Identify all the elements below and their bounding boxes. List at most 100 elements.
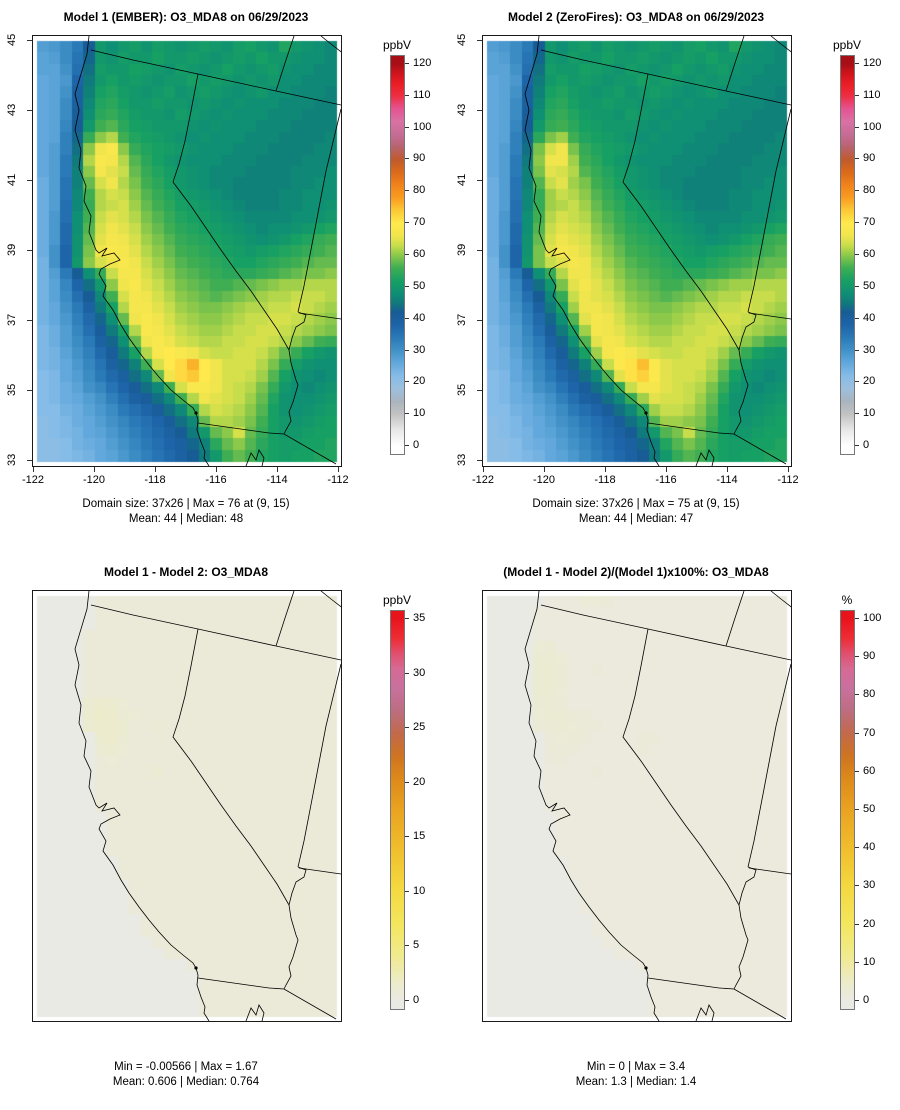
stats-line-2: Mean: 1.3 | Median: 1.4: [575, 1076, 697, 1088]
colorbar-tick-mark: [405, 445, 409, 447]
colorbar-tick-mark: [855, 1000, 859, 1002]
colorbar-tick-mark: [405, 349, 409, 351]
map-plot-area: [482, 590, 792, 1022]
colorbar-tick-mark: [855, 285, 859, 287]
y-axis-tick-mark: [27, 40, 32, 41]
colorbar-tick-label: 0: [413, 439, 420, 452]
colorbar-tick-label: 110: [863, 88, 881, 101]
colorbar-tick-mark: [855, 617, 859, 619]
colorbar-tick-label: 30: [863, 879, 876, 892]
stats-line-2: Mean: 0.606 | Median: 0.764: [112, 1076, 260, 1088]
y-axis-tick-mark: [27, 110, 32, 111]
y-axis-tick-label: 41: [6, 173, 18, 187]
colorbar-tick-label: 80: [863, 688, 876, 701]
stats-block: Min = -0.00566 | Max = 1.67 Mean: 0.606 …: [20, 1060, 352, 1090]
colorbar-tick-mark: [855, 62, 859, 64]
colorbar-tick-label: 15: [413, 830, 426, 843]
colorbar-tick-mark: [855, 770, 859, 772]
y-axis-tick-mark: [477, 40, 482, 41]
colorbar-tick-label: 60: [863, 248, 876, 260]
colorbar-tick-label: 90: [863, 650, 876, 663]
colorbar-tick-label: 70: [863, 726, 876, 739]
colorbar-tick-mark: [855, 94, 859, 96]
colorbar: [840, 55, 855, 455]
colorbar-unit: %: [841, 593, 853, 607]
y-axis-tick-mark: [27, 320, 32, 321]
x-axis-tick-mark: [277, 467, 278, 472]
colorbar-tick-label: 50: [863, 279, 876, 292]
x-axis-tick-label: -120: [532, 474, 556, 486]
stats-line-1: Domain size: 37x26 | Max = 76 at (9, 15): [82, 498, 290, 510]
plot-title: Model 1 - Model 2: O3_MDA8: [103, 565, 269, 579]
y-axis-tick-label: 41: [456, 173, 468, 187]
colorbar-tick-mark: [405, 672, 409, 674]
x-axis-tick-mark: [155, 467, 156, 472]
colorbar-tick-label: 40: [413, 311, 426, 324]
y-axis-tick-label: 33: [6, 453, 18, 467]
colorbar-tick-label: 70: [863, 216, 876, 229]
colorbar-tick-label: 25: [413, 721, 426, 734]
panel-percent-difference: (Model 1 - Model 2)/(Model 1)x100%: O3_M…: [450, 555, 900, 1110]
y-axis-tick-mark: [477, 390, 482, 391]
colorbar-tick-mark: [855, 694, 859, 696]
colorbar-tick-label: 50: [863, 803, 876, 815]
y-axis-tick-mark: [27, 180, 32, 181]
x-axis-tick-label: -116: [655, 474, 677, 486]
colorbar-tick-mark: [855, 732, 859, 734]
colorbar-tick-mark: [855, 222, 859, 224]
colorbar-tick-mark: [855, 413, 859, 415]
x-axis-tick-mark: [666, 467, 667, 472]
colorbar-tick-mark: [405, 1000, 409, 1002]
x-axis-tick-label: -116: [205, 474, 227, 486]
plot-title: Model 1 (EMBER): O3_MDA8 on 06/29/2023: [63, 10, 309, 24]
colorbar-tick-mark: [405, 781, 409, 783]
colorbar-tick-label: 50: [413, 279, 426, 292]
x-axis-tick-mark: [788, 467, 789, 472]
plot-title: (Model 1 - Model 2)/(Model 1)x100%: O3_M…: [503, 565, 769, 579]
colorbar-tick-label: 100: [863, 120, 882, 133]
colorbar-tick-mark: [855, 885, 859, 887]
y-axis-tick-label: 39: [6, 243, 18, 257]
y-axis-tick-label: 43: [456, 103, 468, 117]
x-axis-tick-mark: [544, 467, 545, 472]
colorbar-tick-mark: [405, 222, 409, 224]
colorbar-tick-mark: [855, 923, 859, 925]
colorbar-tick-label: 30: [863, 343, 876, 356]
y-axis-tick-label: 37: [6, 313, 18, 327]
colorbar-tick-label: 10: [413, 407, 426, 420]
colorbar: [390, 610, 405, 1010]
colorbar-tick-label: 5: [413, 939, 420, 952]
colorbar-tick-mark: [405, 158, 409, 160]
colorbar-tick-mark: [405, 254, 409, 255]
colorbar-tick-mark: [405, 617, 409, 619]
x-axis-tick-label: -114: [716, 474, 738, 486]
colorbar-tick-mark: [405, 285, 409, 287]
x-axis-tick-mark: [94, 467, 95, 472]
colorbar-tick-label: 0: [413, 994, 420, 1007]
heatmap-canvas: [33, 591, 341, 1021]
y-axis-tick-label: 33: [456, 453, 468, 467]
x-axis-tick-label: -120: [82, 474, 106, 486]
colorbar-tick-mark: [405, 945, 409, 947]
stats-line-1: Domain size: 37x26 | Max = 75 at (9, 15): [532, 498, 740, 510]
colorbar-unit: ppbV: [832, 38, 862, 52]
map-plot-area: [32, 35, 342, 467]
colorbar-tick-label: 80: [863, 184, 876, 197]
x-axis-tick-mark: [338, 467, 339, 472]
colorbar-tick-label: 80: [413, 184, 426, 197]
colorbar-tick-mark: [855, 445, 859, 447]
x-axis-tick-mark: [216, 467, 217, 472]
colorbar-tick-mark: [405, 890, 409, 892]
colorbar-tick-mark: [405, 62, 409, 64]
colorbar-tick-label: 120: [413, 56, 432, 69]
colorbar-tick-label: 100: [413, 120, 432, 133]
colorbar-tick-mark: [855, 961, 859, 963]
colorbar-tick-mark: [405, 190, 409, 192]
colorbar-tick-mark: [855, 317, 859, 319]
colorbar-tick-label: 20: [413, 375, 426, 388]
colorbar-tick-label: 0: [863, 439, 870, 452]
colorbar-tick-label: 90: [863, 152, 876, 165]
colorbar-tick-label: 20: [413, 775, 426, 788]
colorbar-tick-mark: [405, 126, 409, 128]
panel-difference: Model 1 - Model 2: O3_MDA8 ppbV Min = -0…: [0, 555, 450, 1110]
